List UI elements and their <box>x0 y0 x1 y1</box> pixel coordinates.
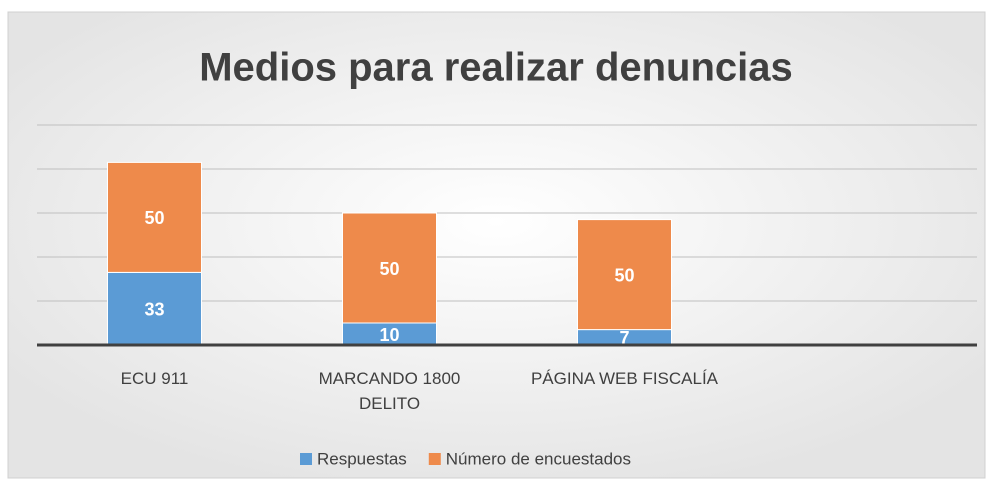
chart-title: Medios para realizar denuncias <box>199 46 793 90</box>
data-label: 10 <box>379 325 399 345</box>
data-label: 7 <box>619 328 629 348</box>
legend-swatch <box>428 453 441 465</box>
data-label: 50 <box>379 259 399 279</box>
legend-label: Respuestas <box>317 449 407 468</box>
data-label: 50 <box>144 208 164 228</box>
data-label: 50 <box>614 265 634 285</box>
x-tick-label: MARCANDO 1800 DELITO <box>318 369 461 413</box>
legend-swatch <box>300 453 312 465</box>
x-tick-label: ECU 911 <box>120 369 189 388</box>
bar-segment <box>107 161 202 273</box>
x-tick-label: PÁGINA WEB FISCALÍA <box>530 369 719 388</box>
legend-label: Número de encuestados <box>446 449 631 468</box>
bar-segment <box>107 271 202 346</box>
bar-segment <box>342 212 437 324</box>
bar-segment <box>577 219 672 331</box>
data-label: 33 <box>144 299 164 319</box>
